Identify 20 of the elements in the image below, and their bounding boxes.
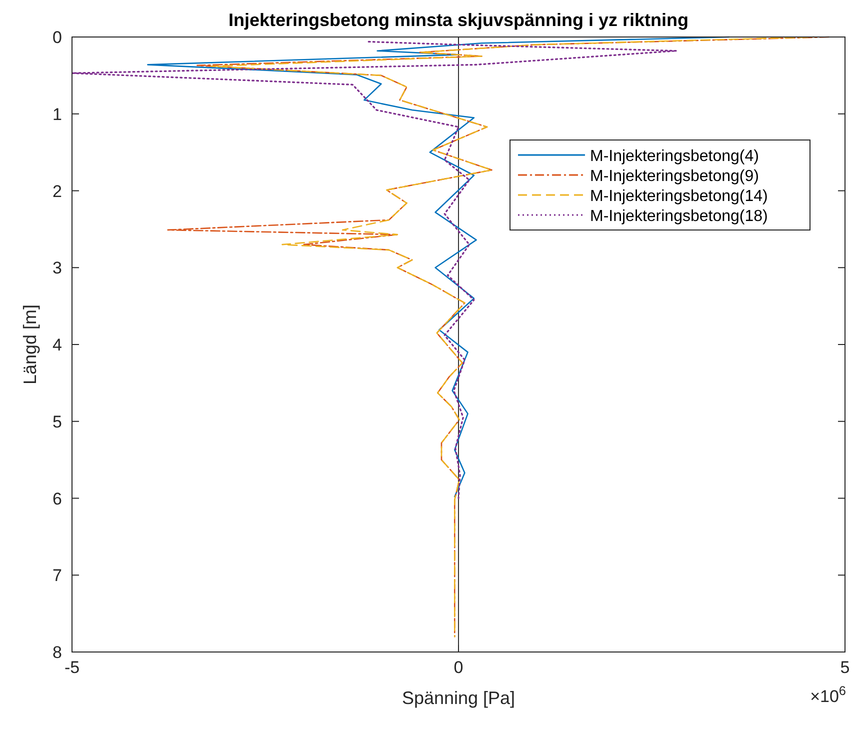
text: ×10$^{6}$ <box>810 682 846 706</box>
x-tick-label: 0 <box>454 658 464 677</box>
x-tick-label: 5 <box>840 658 850 677</box>
y-tick-label: 0 <box>52 28 62 47</box>
x-tick-label: -5 <box>64 658 80 677</box>
legend-label: M-Injekteringsbetong(4) <box>590 148 759 165</box>
y-tick-label: 2 <box>52 182 62 201</box>
x-axis-title: Spänning [Pa] <box>402 688 516 708</box>
legend-label: M-Injekteringsbetong(18) <box>590 208 768 225</box>
y-tick-label: 5 <box>52 412 62 432</box>
y-tick-label: 8 <box>52 643 62 662</box>
y-tick-label: 4 <box>52 336 62 354</box>
y-tick-label: 3 <box>52 258 62 278</box>
legend-label: M-Injekteringsbetong(14) <box>590 188 768 205</box>
legend-label: M-Injekteringsbetong(9) <box>590 168 759 185</box>
y-tick-label: 6 <box>52 489 62 508</box>
y-tick-label: 1 <box>52 104 62 124</box>
y-tick-label: 7 <box>52 566 62 586</box>
y-axis-title: Längd [m] <box>20 304 40 385</box>
chart-title: Injekteringsbetong minsta skjuvspänning i yz riktning <box>228 10 689 30</box>
